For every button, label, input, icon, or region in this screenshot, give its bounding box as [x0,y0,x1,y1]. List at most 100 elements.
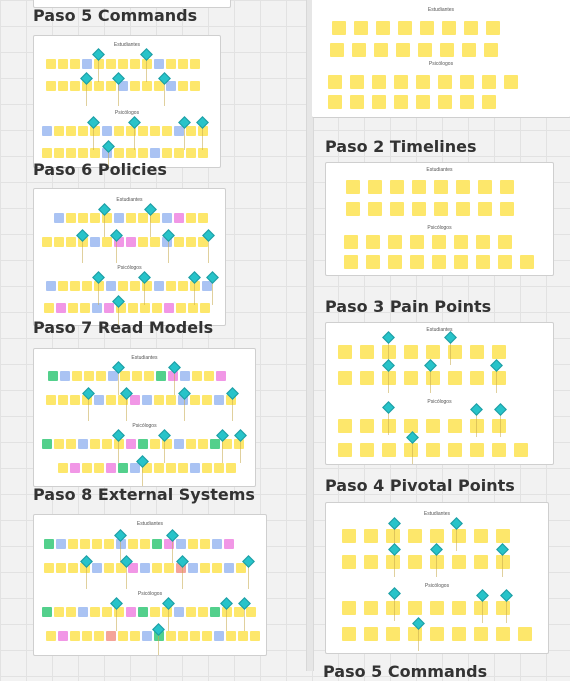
sticky-note[interactable] [174,439,184,449]
sticky-note[interactable] [106,59,116,69]
sticky-note[interactable] [142,81,152,91]
sticky-note[interactable] [166,631,176,641]
sticky-note[interactable] [66,439,76,449]
sticky-note[interactable] [138,237,148,247]
sticky-note[interactable] [106,395,116,405]
sticky-note[interactable] [92,303,102,313]
sticky-note[interactable] [70,463,80,473]
sticky-note[interactable] [404,371,418,385]
sticky-note[interactable] [102,439,112,449]
sticky-note[interactable] [518,627,532,641]
sticky-note[interactable] [90,607,100,617]
pivotal-point-diamond[interactable] [500,589,513,602]
sticky-note[interactable] [118,395,128,405]
sticky-note[interactable] [66,607,76,617]
sticky-note[interactable] [154,631,164,641]
sticky-note[interactable] [346,180,360,194]
sticky-note[interactable] [46,281,56,291]
sticky-note[interactable] [386,627,400,641]
sticky-note[interactable] [364,601,378,615]
sticky-note[interactable] [338,419,352,433]
sticky-note[interactable] [58,281,68,291]
sticky-note[interactable] [202,281,212,291]
sticky-note[interactable] [102,607,112,617]
sticky-note[interactable] [166,395,176,405]
sticky-note[interactable] [180,371,190,381]
sticky-note[interactable] [42,439,52,449]
sticky-note[interactable] [202,463,212,473]
sticky-note[interactable] [372,95,386,109]
sticky-note[interactable] [382,443,396,457]
sticky-note[interactable] [80,303,90,313]
sticky-note[interactable] [130,463,140,473]
sticky-note[interactable] [366,255,380,269]
sticky-note[interactable] [198,607,208,617]
sticky-note[interactable] [416,95,430,109]
sticky-note[interactable] [212,539,222,549]
sticky-note[interactable] [198,237,208,247]
sticky-note[interactable] [54,213,64,223]
sticky-note[interactable] [82,395,92,405]
sticky-note[interactable] [174,237,184,247]
sticky-note[interactable] [94,81,104,91]
sticky-note[interactable] [338,345,352,359]
frame-paso2-timelines[interactable]: Estudiantes Psicólogos [325,162,554,276]
sticky-note[interactable] [154,81,164,91]
sticky-note[interactable] [142,631,152,641]
sticky-note[interactable] [394,95,408,109]
sticky-note[interactable] [78,126,88,136]
sticky-note[interactable] [372,75,386,89]
sticky-note[interactable] [138,439,148,449]
sticky-note[interactable] [368,180,382,194]
sticky-note[interactable] [202,395,212,405]
sticky-note[interactable] [108,371,118,381]
sticky-note[interactable] [386,601,400,615]
sticky-note[interactable] [94,395,104,405]
sticky-note[interactable] [360,345,374,359]
sticky-note[interactable] [54,237,64,247]
sticky-note[interactable] [236,563,246,573]
sticky-note[interactable] [174,126,184,136]
sticky-note[interactable] [46,395,56,405]
sticky-note[interactable] [478,180,492,194]
sticky-note[interactable] [484,43,498,57]
sticky-note[interactable] [174,148,184,158]
sticky-note[interactable] [190,81,200,91]
pivotal-point-diamond[interactable] [450,517,463,530]
sticky-note[interactable] [234,439,244,449]
sticky-note[interactable] [456,180,470,194]
sticky-note[interactable] [332,21,346,35]
sticky-note[interactable] [162,126,172,136]
sticky-note[interactable] [470,371,484,385]
sticky-note[interactable] [42,126,52,136]
sticky-note[interactable] [496,627,510,641]
sticky-note[interactable] [92,539,102,549]
sticky-note[interactable] [178,395,188,405]
sticky-note[interactable] [104,563,114,573]
sticky-note[interactable] [360,371,374,385]
sticky-note[interactable] [166,59,176,69]
sticky-note[interactable] [430,627,444,641]
sticky-note[interactable] [126,439,136,449]
sticky-note[interactable] [462,43,476,57]
sticky-note[interactable] [498,235,512,249]
sticky-note[interactable] [126,237,136,247]
sticky-note[interactable] [70,631,80,641]
sticky-note[interactable] [150,213,160,223]
sticky-note[interactable] [46,81,56,91]
sticky-note[interactable] [430,529,444,543]
sticky-note[interactable] [128,303,138,313]
sticky-note[interactable] [190,395,200,405]
sticky-note[interactable] [114,126,124,136]
sticky-note[interactable] [224,539,234,549]
pivotal-point-diamond[interactable] [382,401,395,414]
sticky-note[interactable] [226,463,236,473]
sticky-note[interactable] [114,237,124,247]
sticky-note[interactable] [382,371,396,385]
sticky-note[interactable] [166,81,176,91]
sticky-note[interactable] [82,81,92,91]
sticky-note[interactable] [234,607,244,617]
sticky-note[interactable] [192,371,202,381]
sticky-note[interactable] [164,539,174,549]
sticky-note[interactable] [140,563,150,573]
